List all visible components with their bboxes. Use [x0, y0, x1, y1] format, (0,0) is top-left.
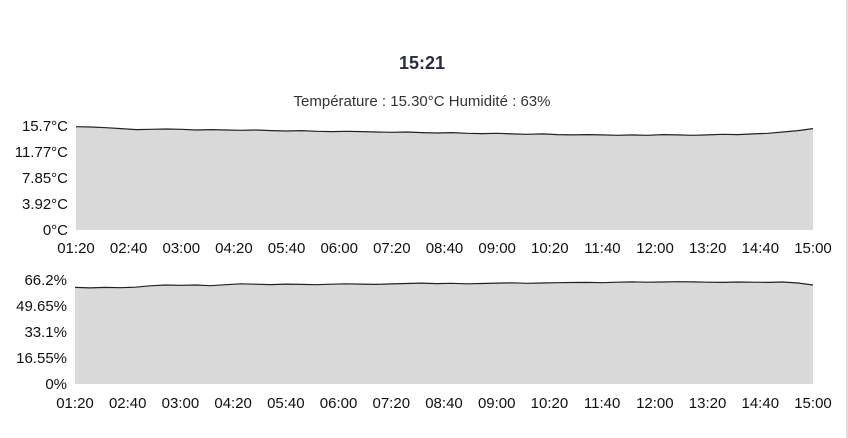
x-tick-label: 09:00: [478, 240, 516, 257]
x-tick-label: 03:00: [163, 240, 201, 257]
x-tick-label: 08:40: [425, 395, 463, 412]
x-tick-label: 01:20: [56, 395, 94, 412]
y-tick-label: 66.2%: [24, 272, 67, 289]
x-tick-label: 12:00: [636, 240, 674, 257]
y-tick-label: 15.7°C: [22, 118, 68, 135]
x-tick-label: 15:00: [794, 240, 832, 257]
y-tick-label: 0%: [45, 376, 67, 393]
x-tick-label: 02:40: [110, 240, 148, 257]
window-edge: [846, 0, 848, 438]
x-tick-label: 07:20: [373, 395, 411, 412]
x-tick-label: 05:40: [268, 240, 306, 257]
current-time: 15:21: [398, 53, 446, 73]
series-area: [75, 281, 813, 384]
temperature-chart: 15.7°C 11.77°C 7.85°C 3.92°C 0°C01:20 02:40 03…: [15, 118, 832, 257]
x-tick-label: 06:00: [320, 240, 358, 257]
humidity-chart: 66.2% 49.65% 33.1% 16.55% 0% 01:20 02:40 03:00 0…: [16, 272, 832, 412]
y-tick-label: 3.92°C: [22, 196, 68, 213]
y-tick-label: 7.85°C: [22, 170, 68, 187]
x-tick-label: 05:40: [267, 395, 305, 412]
x-tick-label: 08:40: [426, 240, 464, 257]
x-tick-label: 13:20: [689, 240, 727, 257]
y-tick-label: 0°C: [43, 222, 68, 239]
x-tick-label: 13:20: [689, 395, 727, 412]
x-tick-label: 14:40: [742, 240, 780, 257]
x-tick-label: 03:00: [162, 395, 200, 412]
y-tick-label: 16.55%: [16, 350, 67, 367]
x-tick-label: 09:00: [478, 395, 516, 412]
x-tick-label: 07:20: [373, 240, 411, 257]
x-tick-label: 04:20: [215, 240, 253, 257]
x-tick-label: 10:20: [531, 395, 569, 412]
series-line: [74, 281, 814, 289]
x-tick-label: 02:40: [109, 395, 147, 412]
y-tick-label: 49.65%: [16, 298, 67, 315]
y-tick-label: 11.77°C: [15, 144, 68, 161]
x-tick-label: 04:20: [214, 395, 252, 412]
x-tick-label: 14:40: [742, 395, 780, 412]
x-tick-label: 11:40: [584, 395, 620, 412]
x-tick-label: 11:40: [584, 240, 620, 257]
readings-summary: Température : 15.30°C Humidité : 63%: [293, 93, 551, 110]
x-tick-label: 01:20: [57, 240, 95, 257]
y-tick-label: 33.1%: [24, 324, 67, 341]
x-tick-label: 12:00: [636, 395, 674, 412]
x-tick-label: 15:00: [794, 395, 832, 412]
series-line: [75, 126, 814, 136]
x-tick-label: 10:20: [531, 240, 569, 257]
series-area: [76, 126, 813, 230]
x-tick-label: 06:00: [320, 395, 358, 412]
